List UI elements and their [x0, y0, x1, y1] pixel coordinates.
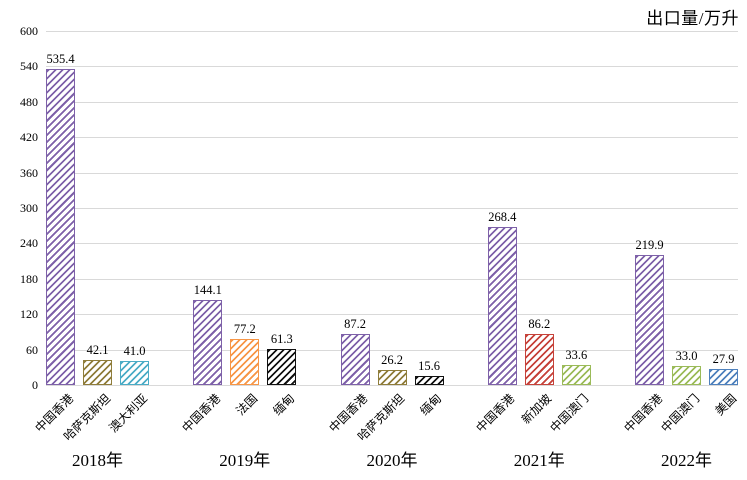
gridline — [46, 137, 738, 139]
bar — [709, 368, 738, 385]
gridline — [46, 101, 738, 103]
bar-value-label: 144.1 — [193, 282, 222, 297]
bar-value-label: 219.9 — [635, 238, 664, 253]
y-axis-tick-label: 60 — [26, 342, 38, 357]
y-axis-tick-label: 600 — [20, 24, 38, 38]
bar — [524, 334, 554, 385]
year-label: 2018年 — [72, 451, 123, 470]
bar — [635, 255, 664, 385]
plot-area: 535.4 42.1 41.0 144.1 77.2 61.3 87.2 26.2 15.6 26… — [46, 31, 738, 385]
bar-value-label: 33.6 — [565, 348, 588, 363]
y-axis-tick-label: 300 — [20, 201, 38, 215]
y-axis-tick-label: 240 — [20, 236, 38, 251]
bar — [414, 375, 444, 385]
bar-value-label: 87.2 — [344, 316, 366, 331]
gridline — [46, 243, 738, 245]
bar-value-label: 42.1 — [86, 343, 109, 358]
bar — [230, 339, 260, 385]
bar — [267, 348, 297, 385]
bar-value-label: 268.4 — [488, 209, 517, 224]
bar — [193, 299, 223, 385]
year-label: 2019年 — [219, 451, 271, 470]
y-axis-tick-label: 360 — [20, 165, 38, 180]
gridline — [46, 349, 738, 351]
gridline — [46, 208, 738, 209]
gridline — [46, 31, 738, 32]
year-label: 2020年 — [366, 451, 418, 470]
gridline — [46, 66, 738, 68]
bar-value-label: 77.2 — [233, 322, 256, 337]
y-axis-tick-label: 420 — [20, 130, 38, 145]
bar-value-label: 61.3 — [270, 331, 293, 346]
bar — [672, 365, 701, 385]
gridline — [46, 314, 738, 316]
bar-value-label: 535.4 — [46, 52, 75, 67]
y-axis-tick-label: 120 — [20, 307, 38, 322]
bar — [46, 69, 75, 385]
y-axis-tick-label: 180 — [20, 271, 38, 286]
bar-value-label: 41.0 — [123, 343, 146, 358]
bar — [377, 369, 407, 385]
bar — [487, 226, 517, 385]
bar-value-label: 26.2 — [381, 352, 403, 367]
y-axis-tick-label: 540 — [20, 59, 38, 74]
bar — [561, 365, 591, 385]
bar-value-label: 27.9 — [712, 351, 735, 366]
bar — [120, 360, 149, 385]
gridline — [46, 172, 738, 174]
chart-title: 出口量/万升 — [646, 9, 739, 28]
gridline — [46, 278, 738, 280]
bar-value-label: 33.0 — [675, 348, 698, 363]
year-label: 2022年 — [661, 451, 712, 470]
bar — [83, 360, 112, 385]
bar-value-label: 15.6 — [418, 358, 440, 373]
year-label: 2021年 — [513, 451, 565, 470]
y-axis-tick-label: 0 — [32, 378, 38, 392]
bar — [340, 333, 370, 385]
gridline — [46, 385, 738, 386]
bar-value-label: 86.2 — [528, 317, 551, 332]
y-axis-tick-label: 480 — [20, 94, 38, 109]
